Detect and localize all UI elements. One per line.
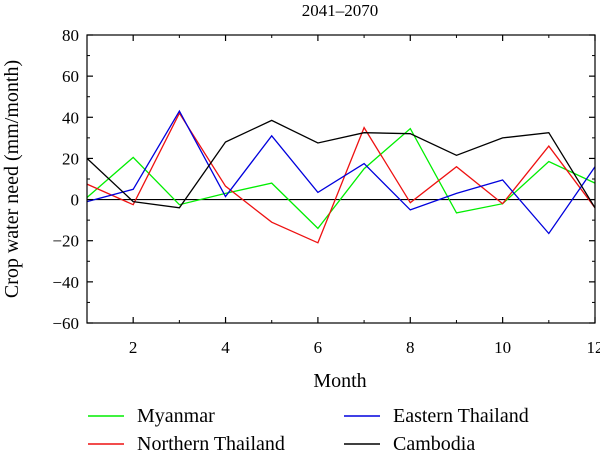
series-line-myanmar xyxy=(86,127,596,230)
x-tick-label: 4 xyxy=(221,338,230,357)
x-tick-label: 6 xyxy=(314,338,323,357)
x-tick-label: 10 xyxy=(494,338,511,357)
legend-label-myanmar: Myanmar xyxy=(137,405,215,427)
y-tick-label: 20 xyxy=(62,149,79,168)
chart-title: 2041–2070 xyxy=(302,1,379,20)
plot-area xyxy=(86,109,596,244)
x-axis-label: Month xyxy=(313,370,366,392)
y-axis-label: Crop water need (mm/month) xyxy=(1,60,23,298)
y-tick-label: −20 xyxy=(52,232,79,251)
y-tick-label: 60 xyxy=(62,67,79,86)
series-line-eastern-thailand xyxy=(86,109,596,235)
y-tick-label: 40 xyxy=(62,108,79,127)
x-tick-label: 8 xyxy=(406,338,415,357)
x-tick-label: 2 xyxy=(129,338,138,357)
legend: Myanmar Northern Thailand Eastern Thailand… xyxy=(88,405,529,455)
x-tick-label: 12 xyxy=(587,338,600,357)
legend-label-eastern-thailand: Eastern Thailand xyxy=(393,405,529,427)
series-line-northern-thailand xyxy=(86,111,596,244)
legend-label-cambodia: Cambodia xyxy=(393,433,475,455)
y-tick-label: −60 xyxy=(52,314,79,333)
legend-label-northern-thailand: Northern Thailand xyxy=(137,433,285,455)
plot-frame xyxy=(86,34,596,324)
axes: −60 −40 −20 0 20 40 60 80 2 4 6 8 10 12 xyxy=(52,26,600,357)
y-tick-label: 0 xyxy=(71,191,80,210)
y-tick-label: 80 xyxy=(62,26,79,45)
series-line-cambodia xyxy=(86,119,596,209)
y-tick-label: −40 xyxy=(52,273,79,292)
